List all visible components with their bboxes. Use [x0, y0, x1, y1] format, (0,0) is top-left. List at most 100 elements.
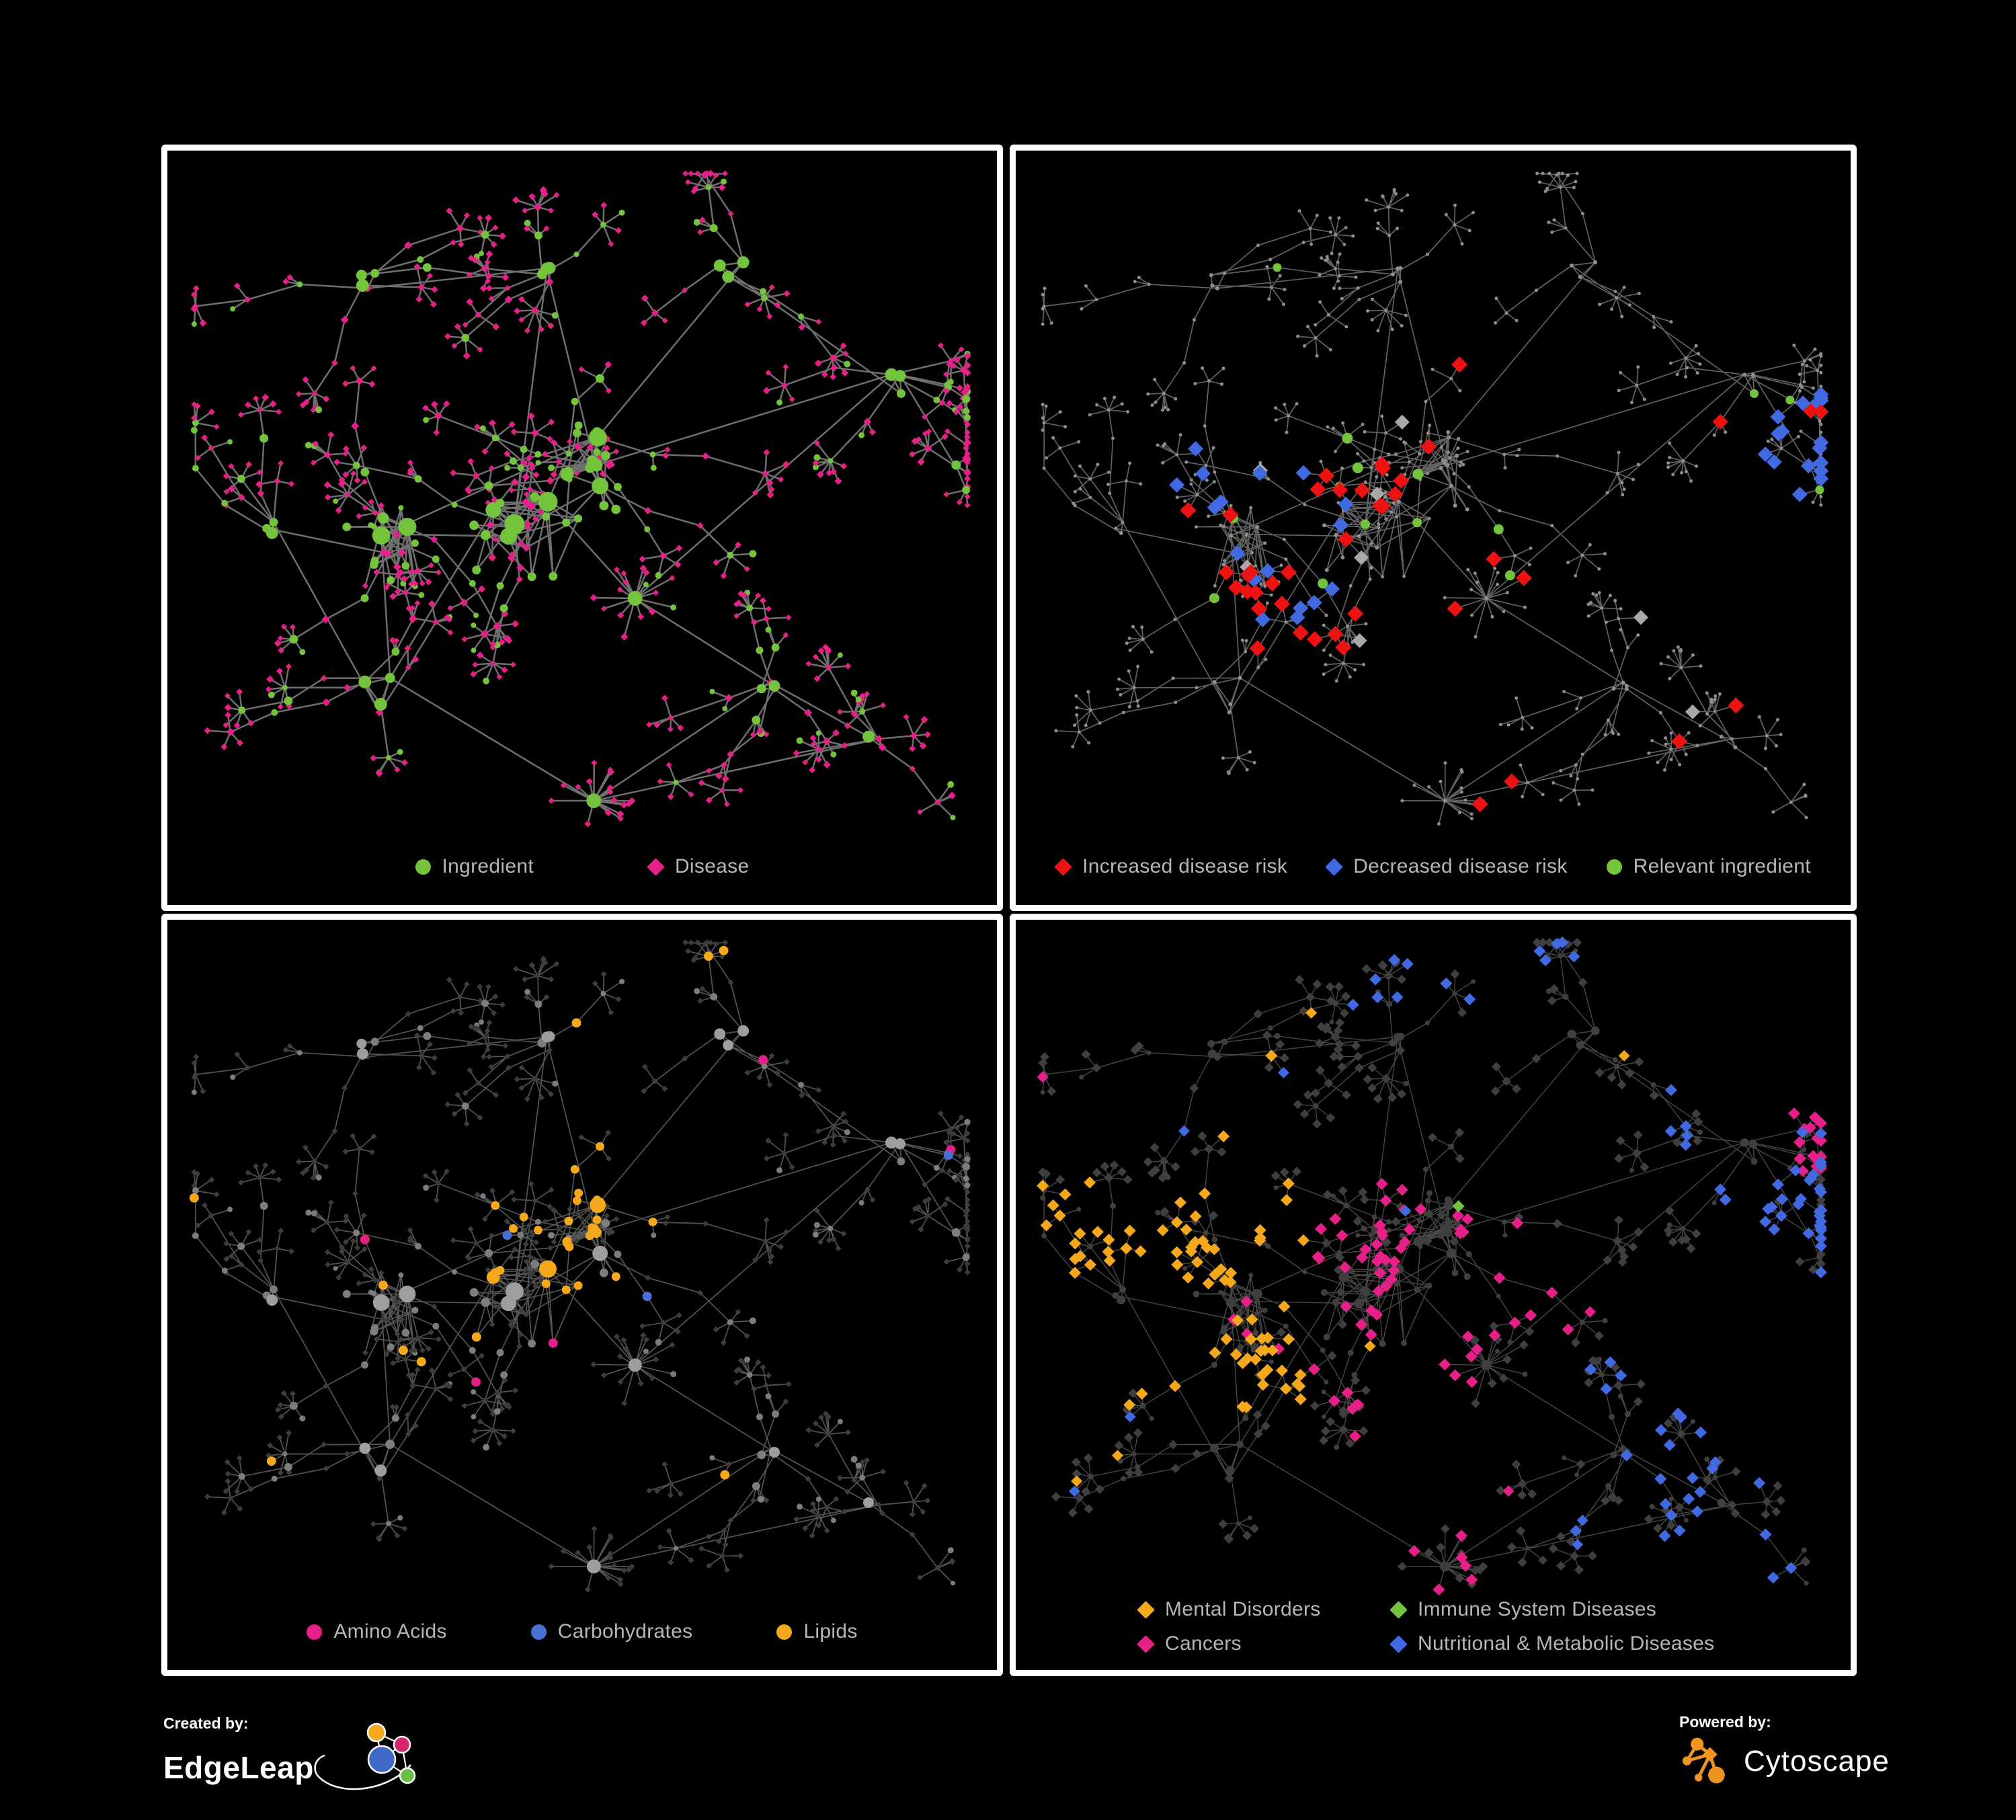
nodes-layer	[356, 279, 898, 711]
legend-item: Ingredient	[415, 855, 534, 878]
cytoscape-wordmark: Cytoscape	[1744, 1745, 1890, 1778]
legend-item: Mental Disorders	[1137, 1598, 1391, 1621]
nodes-layer	[282, 1203, 956, 1586]
amino-acids-marker-icon	[307, 1624, 323, 1640]
nodes-layer	[1273, 263, 1824, 495]
edges-layer	[1042, 173, 1822, 824]
nodes-layer	[506, 1282, 524, 1301]
powered-by-label: Powered by:	[1679, 1713, 1771, 1731]
nodes-layer	[1360, 518, 1422, 529]
legend-nutrient-classes: Amino Acids Carbohydrates Lipids	[167, 1620, 997, 1643]
nodes-layer	[485, 502, 501, 518]
legend-item: Decreased disease risk	[1325, 855, 1568, 878]
nodes-layer	[586, 1559, 601, 1574]
carbohydrates-marker-icon	[530, 1624, 547, 1640]
nodes-layer	[1240, 414, 1700, 719]
edges-layer	[194, 941, 968, 1590]
network-graph-nutrient-classes	[167, 920, 997, 1670]
legend-label: Nutritional & Metabolic Diseases	[1418, 1632, 1715, 1655]
nodes-layer	[1227, 1107, 1827, 1596]
edgeleap-logo-icon	[314, 1723, 416, 1790]
nodes-layer	[1040, 988, 1824, 1553]
created-by-label: Created by:	[163, 1714, 249, 1732]
legend-label: Immune System Diseases	[1418, 1598, 1657, 1620]
nodes-layer	[385, 1038, 905, 1450]
legend-item: Amino Acids	[307, 1620, 446, 1643]
legend-label: Ingredient	[442, 855, 534, 877]
panel-ingredient-disease: Ingredient Disease	[161, 145, 1003, 911]
legend-ingredient-disease: Ingredient Disease	[167, 855, 997, 878]
nutritional-metabolic-marker-icon	[1389, 1634, 1408, 1653]
legend-item: Disease	[647, 855, 750, 878]
panel-disease-risk: Increased disease risk Decreased disease…	[1010, 145, 1857, 911]
nodes-layer	[1452, 1200, 1465, 1213]
nodes-layer	[356, 270, 367, 281]
legend-label: Increased disease risk	[1082, 855, 1288, 877]
legend-item: Carbohydrates	[530, 1620, 693, 1643]
nodes-layer	[385, 269, 905, 683]
nodes-layer	[560, 467, 574, 481]
cancers-marker-icon	[1137, 1634, 1155, 1653]
panel-disease-classes: Mental Disorders Immune System Diseases …	[1010, 914, 1857, 1676]
nodes-layer	[372, 1285, 416, 1311]
legend-disease-risk: Increased disease risk Decreased disease…	[1016, 855, 1851, 878]
legend-item: Cancers	[1137, 1632, 1391, 1655]
nodes-layer	[221, 988, 971, 1554]
legend-label: Decreased disease risk	[1353, 855, 1568, 877]
edges-layer	[193, 172, 969, 824]
disease-marker-icon	[647, 857, 665, 876]
nodes-layer	[538, 491, 558, 512]
nodes-layer	[191, 170, 971, 822]
nodes-layer	[1037, 1050, 1310, 1414]
nodes-layer	[499, 477, 609, 545]
edgeleap-wordmark: EdgeLeap	[163, 1749, 314, 1785]
nodes-layer	[504, 514, 525, 535]
legend-label: Lipids	[803, 1620, 858, 1643]
immune-diseases-marker-icon	[1389, 1600, 1408, 1619]
nodes-layer	[486, 1270, 500, 1284]
nodes-layer	[490, 1142, 657, 1294]
legend-disease-classes: Mental Disorders Immune System Diseases …	[1137, 1598, 1837, 1655]
nodes-layer	[541, 1031, 906, 1508]
legend-item: Relevant ingredient	[1606, 855, 1811, 878]
relevant-ingredient-marker-icon	[1606, 859, 1622, 875]
nodes-layer	[1038, 937, 1826, 1589]
increased-risk-marker-icon	[1054, 857, 1072, 876]
nodes-layer	[628, 1358, 642, 1372]
legend-item: Immune System Diseases	[1389, 1598, 1837, 1621]
nodes-layer	[1413, 1236, 1423, 1247]
cytoscape-logo-icon	[1682, 1737, 1725, 1784]
nodes-layer	[266, 256, 875, 743]
network-graph-ingredient-disease	[167, 151, 997, 905]
nodes-layer	[190, 219, 971, 788]
nodes-layer	[189, 945, 730, 1480]
network-graph-disease-risk	[1016, 151, 1851, 905]
decreased-risk-marker-icon	[1325, 857, 1344, 876]
legend-item: Lipids	[776, 1620, 857, 1643]
nodes-layer	[539, 1260, 557, 1278]
nodes-layer	[1071, 1007, 1630, 1487]
nodes-layer	[588, 1225, 602, 1238]
nodes-layer	[1068, 1066, 1588, 1550]
legend-item: Nutritional & Metabolic Diseases	[1389, 1632, 1837, 1655]
created-by-block: Created by: EdgeLeap	[163, 1714, 429, 1801]
legend-label: Carbohydrates	[557, 1620, 693, 1643]
lipids-marker-icon	[776, 1624, 793, 1640]
nodes-layer	[191, 978, 958, 1527]
nodes-layer	[191, 251, 958, 820]
nodes-layer	[590, 1197, 606, 1214]
panel-nutrient-classes: Amino Acids Carbohydrates Lipids	[161, 914, 1003, 1676]
nodes-layer	[500, 1245, 608, 1312]
legend-label: Disease	[674, 855, 750, 877]
nodes-layer	[1229, 1032, 1758, 1507]
nodes-layer	[1037, 1071, 1596, 1497]
legend-label: Mental Disorders	[1165, 1598, 1321, 1620]
nodes-layer	[469, 1218, 961, 1460]
legend-item: Increased disease risk	[1054, 855, 1288, 878]
legend-label: Amino Acids	[333, 1620, 447, 1643]
legend-label: Cancers	[1165, 1632, 1242, 1655]
ingredient-marker-icon	[415, 859, 431, 875]
powered-by-block: Powered by: Cytoscape	[1679, 1713, 1890, 1790]
nodes-layer	[469, 450, 961, 694]
